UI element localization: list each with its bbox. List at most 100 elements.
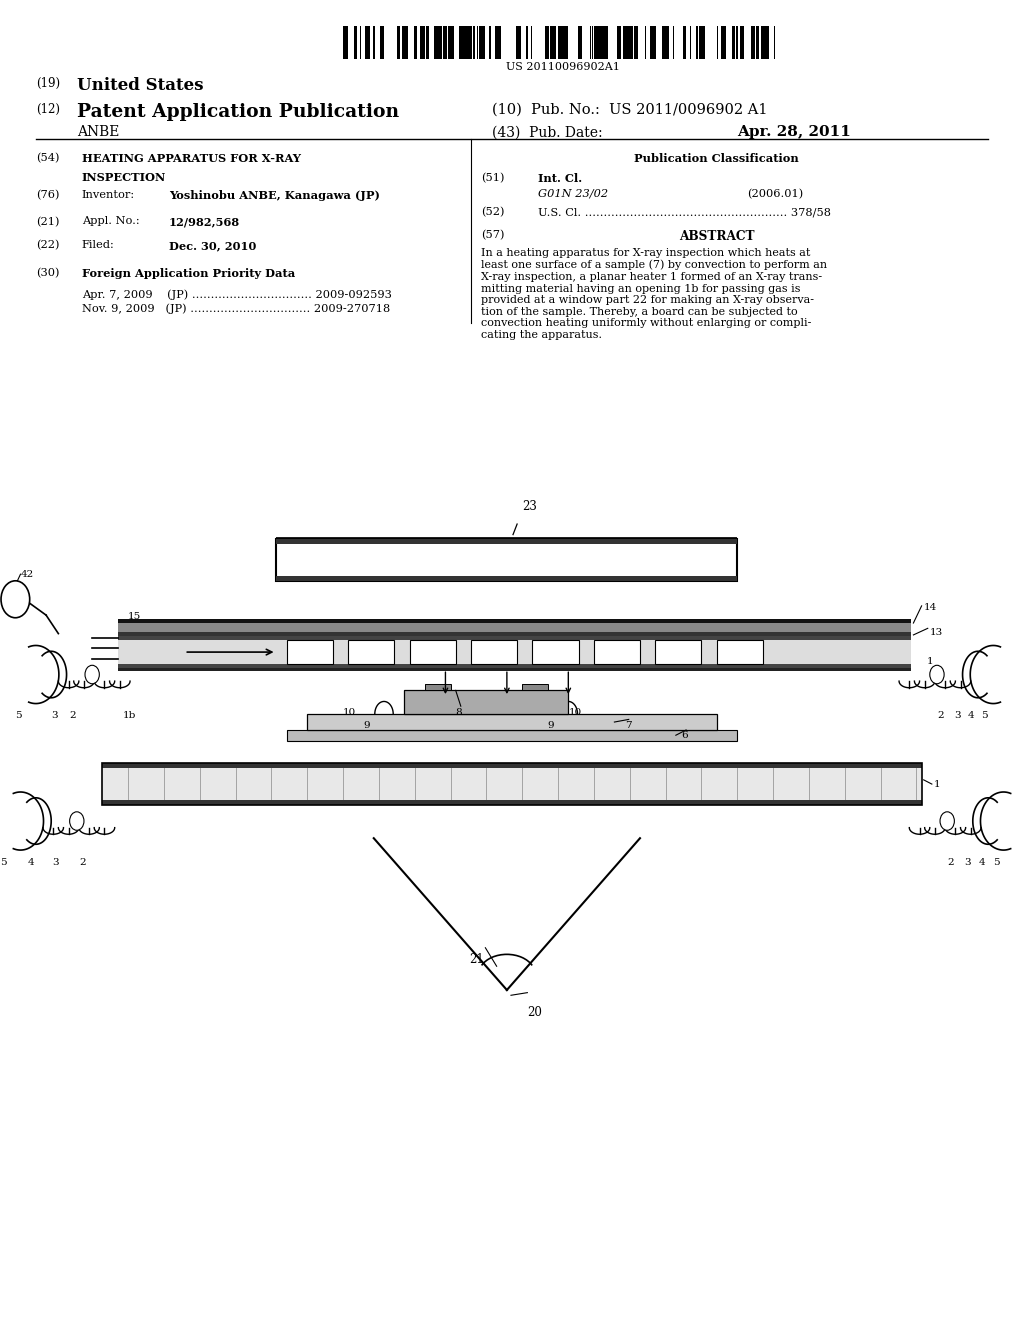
Bar <box>740 26 743 59</box>
Bar <box>562 26 564 59</box>
Text: (51): (51) <box>481 173 505 183</box>
Text: 2: 2 <box>79 858 85 867</box>
Bar <box>495 26 498 59</box>
Bar <box>353 26 356 59</box>
Bar <box>752 26 753 59</box>
Bar <box>118 668 911 671</box>
Bar <box>437 26 438 59</box>
Bar <box>700 26 701 59</box>
Bar <box>564 26 565 59</box>
Bar <box>717 26 718 59</box>
Bar <box>603 26 606 59</box>
Bar <box>627 26 630 59</box>
Bar <box>368 26 371 59</box>
Bar <box>618 26 622 59</box>
Bar <box>102 763 922 768</box>
Bar <box>547 26 549 59</box>
Text: 1b: 1b <box>123 711 136 721</box>
Text: 4: 4 <box>979 858 985 867</box>
Bar <box>454 26 455 59</box>
Bar <box>118 632 911 636</box>
Bar <box>551 26 554 59</box>
Bar <box>482 26 483 59</box>
Bar <box>518 26 520 59</box>
Bar <box>346 26 348 59</box>
Bar <box>444 26 447 59</box>
Bar <box>578 26 580 59</box>
Bar <box>118 636 911 640</box>
Text: (43)  Pub. Date:: (43) Pub. Date: <box>492 125 602 140</box>
Bar <box>102 763 922 805</box>
Bar <box>597 26 599 59</box>
Bar <box>561 26 562 59</box>
Bar <box>634 26 635 59</box>
Text: 9: 9 <box>548 721 554 730</box>
Text: Patent Application Publication: Patent Application Publication <box>77 103 399 121</box>
Bar <box>425 684 451 690</box>
Bar <box>425 684 451 690</box>
Bar <box>630 26 633 59</box>
Bar <box>359 26 361 59</box>
Bar <box>765 26 768 59</box>
Text: (22): (22) <box>36 240 59 251</box>
Bar <box>367 26 368 59</box>
Text: Dec. 30, 2010: Dec. 30, 2010 <box>169 240 256 251</box>
Bar <box>654 26 655 59</box>
Bar <box>594 640 640 664</box>
Bar <box>276 537 737 543</box>
Bar <box>276 576 737 581</box>
Text: (2006.01): (2006.01) <box>748 189 804 199</box>
Text: 3: 3 <box>52 858 58 867</box>
Bar <box>522 684 548 690</box>
Text: 3: 3 <box>965 858 971 867</box>
Text: 6: 6 <box>681 731 687 741</box>
Bar <box>426 26 429 59</box>
Bar <box>666 26 669 59</box>
Bar <box>276 539 737 544</box>
Bar <box>663 26 666 59</box>
Bar <box>404 690 568 714</box>
Text: Int. Cl.: Int. Cl. <box>538 173 582 183</box>
Bar <box>479 26 481 59</box>
Bar <box>381 26 384 59</box>
Text: 8: 8 <box>456 708 462 717</box>
Text: 3: 3 <box>954 711 961 721</box>
Text: U.S. Cl. ...................................................... 378/58: U.S. Cl. ...............................… <box>538 207 830 218</box>
Bar <box>398 26 400 59</box>
Text: Filed:: Filed: <box>82 240 115 251</box>
Text: 42: 42 <box>20 570 34 579</box>
Circle shape <box>1 581 30 618</box>
Text: 2: 2 <box>947 858 953 867</box>
Bar <box>522 684 548 690</box>
Bar <box>449 26 452 59</box>
Text: (54): (54) <box>36 153 59 164</box>
Bar <box>525 26 528 59</box>
Text: 4: 4 <box>968 711 974 721</box>
Bar <box>764 26 765 59</box>
Bar <box>415 26 417 59</box>
Bar <box>558 26 561 59</box>
Circle shape <box>85 665 99 684</box>
Bar <box>617 26 618 59</box>
Bar <box>546 26 547 59</box>
Bar <box>443 26 444 59</box>
Bar <box>498 26 501 59</box>
Bar <box>733 26 734 59</box>
Bar <box>606 26 608 59</box>
Bar <box>701 26 703 59</box>
Bar <box>483 26 485 59</box>
Text: 5: 5 <box>15 711 22 721</box>
Text: 20: 20 <box>527 1006 543 1019</box>
Bar <box>768 26 769 59</box>
Bar <box>396 26 398 59</box>
Text: 2: 2 <box>937 711 943 721</box>
Text: (19): (19) <box>36 77 60 90</box>
Bar <box>402 26 406 59</box>
Bar <box>439 26 441 59</box>
Bar <box>462 26 465 59</box>
Text: United States: United States <box>77 77 204 94</box>
Bar <box>287 640 333 664</box>
Bar <box>343 26 346 59</box>
Bar <box>406 26 409 59</box>
Bar <box>655 640 701 664</box>
